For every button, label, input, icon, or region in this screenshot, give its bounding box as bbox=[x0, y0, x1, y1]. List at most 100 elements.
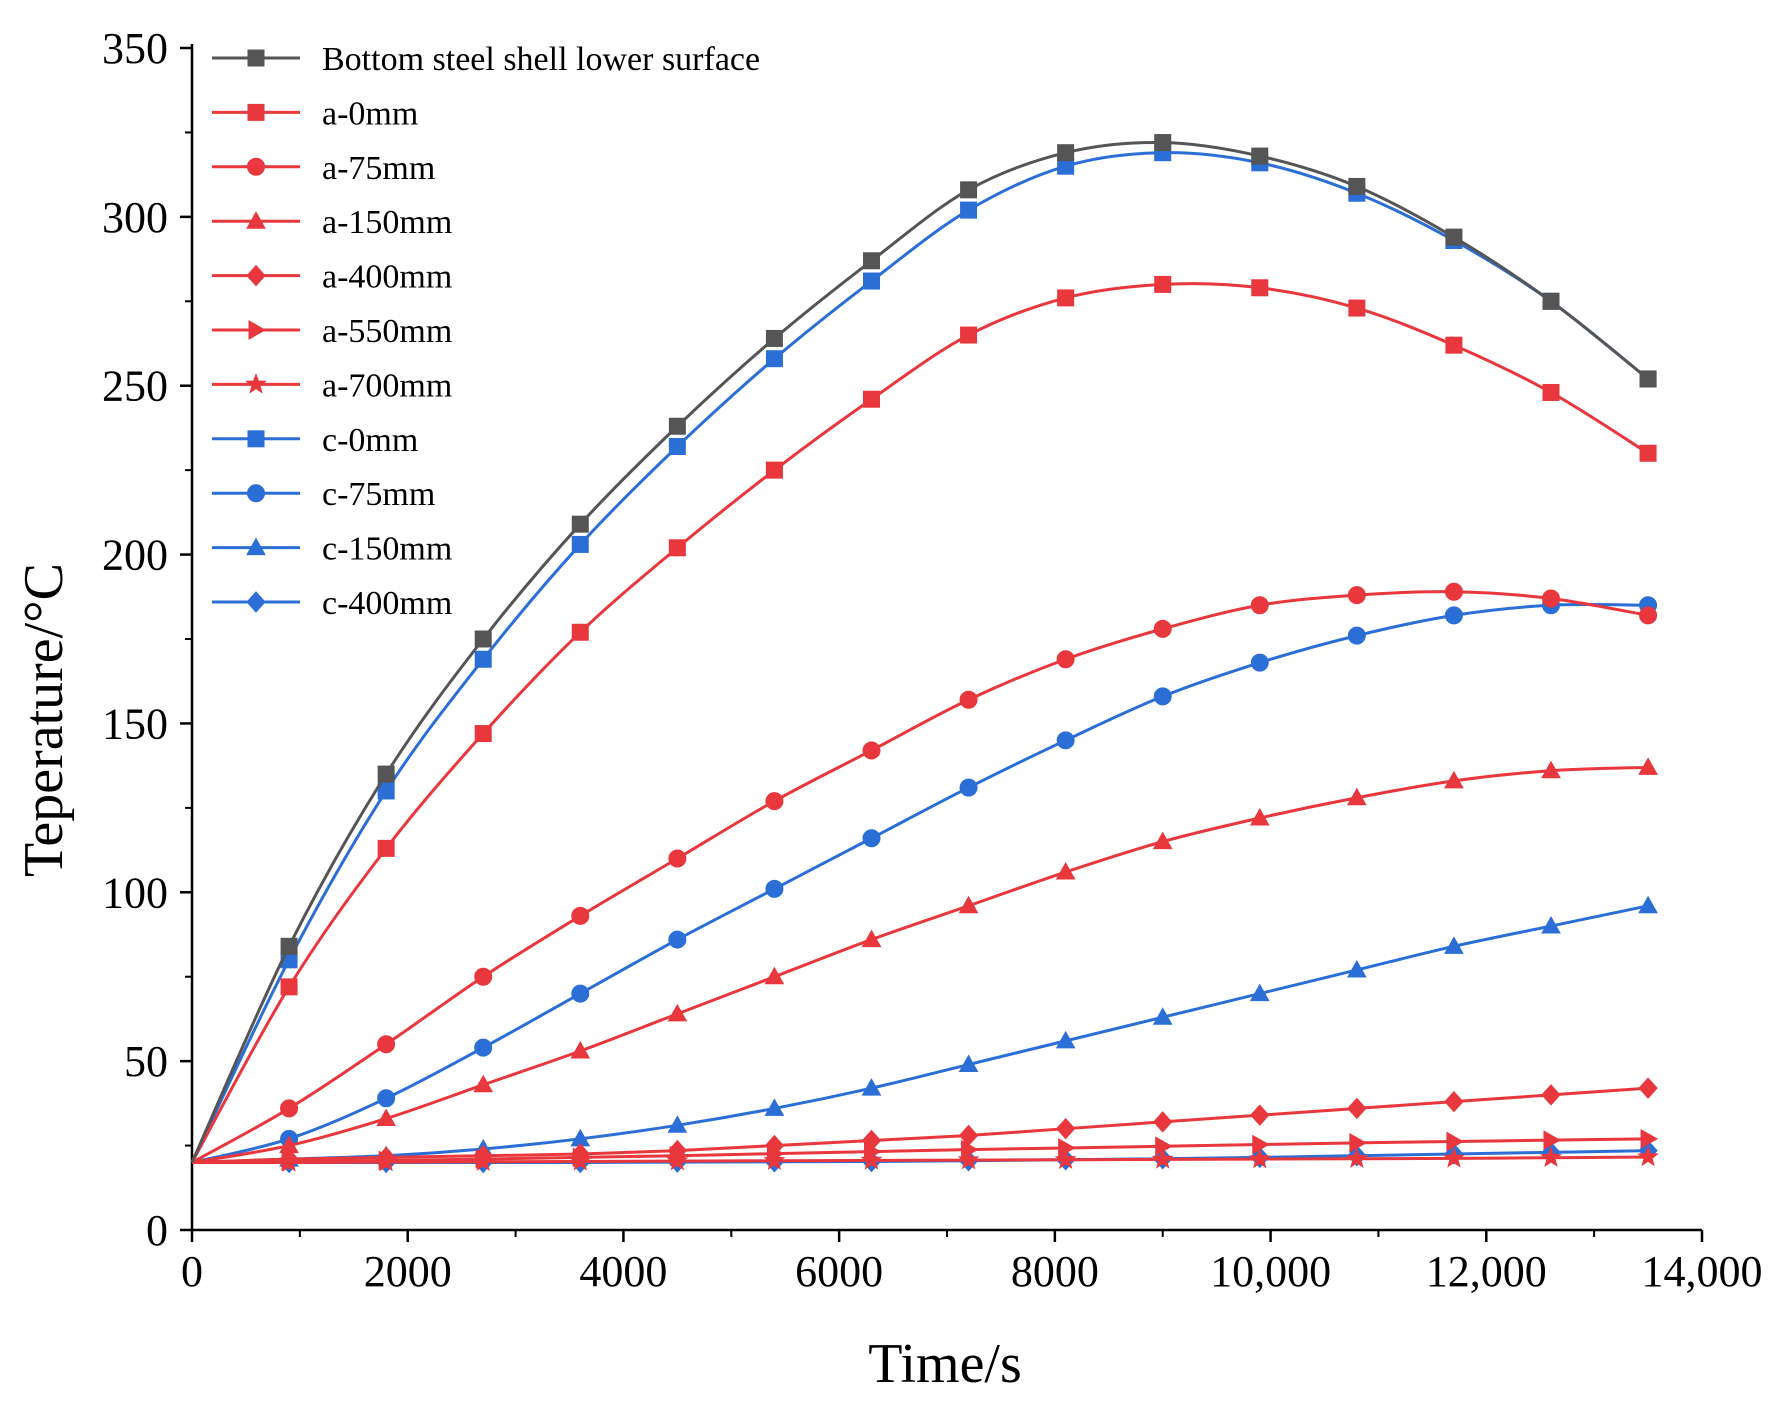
data-point-c-75mm bbox=[571, 984, 590, 1003]
data-point-a-550mm bbox=[1058, 1138, 1076, 1158]
series-bottom-steel-shell-lower-surface bbox=[190, 134, 1657, 1164]
series-a-400mm bbox=[191, 1077, 1658, 1170]
data-point-c-150mm bbox=[1444, 936, 1464, 954]
data-point-a-150mm bbox=[1152, 831, 1173, 850]
series-line-c-150mm bbox=[191, 904, 1649, 1164]
x-tick-label: 2000 bbox=[364, 1247, 452, 1296]
data-point-bottom-steel-shell-lower-surface bbox=[960, 181, 978, 199]
legend-marker bbox=[246, 537, 266, 556]
data-point-a-400mm bbox=[861, 1129, 882, 1152]
data-point-a-700mm bbox=[1151, 1147, 1174, 1169]
data-point-a-75mm bbox=[280, 1099, 299, 1118]
data-point-a-400mm bbox=[667, 1139, 688, 1162]
y-tick-label: 200 bbox=[102, 531, 168, 580]
data-point-a-700mm bbox=[1345, 1147, 1368, 1168]
data-point-bottom-steel-shell-lower-surface bbox=[1445, 228, 1463, 246]
legend-item-a-75mm: a-75mm bbox=[212, 150, 435, 187]
legend-marker bbox=[246, 264, 266, 287]
data-point-a-75mm bbox=[1056, 650, 1075, 669]
data-point-a-0mm bbox=[1542, 383, 1560, 401]
data-point-c-75mm bbox=[474, 1038, 493, 1057]
data-point-a-0mm bbox=[1251, 279, 1269, 297]
data-point-a-700mm bbox=[1540, 1146, 1562, 1167]
data-point-a-550mm bbox=[1349, 1133, 1367, 1153]
data-point-a-75mm bbox=[1542, 589, 1560, 608]
x-tick-label: 8000 bbox=[1011, 1247, 1099, 1296]
data-point-c-150mm bbox=[958, 1054, 979, 1073]
data-point-a-400mm bbox=[376, 1146, 396, 1169]
legend-label: c-400mm bbox=[322, 585, 452, 622]
data-point-a-400mm bbox=[1153, 1111, 1173, 1133]
y-tick-label: 350 bbox=[102, 24, 168, 73]
data-point-bottom-steel-shell-lower-surface bbox=[377, 765, 395, 783]
data-point-a-0mm bbox=[280, 978, 298, 996]
data-point-a-0mm bbox=[1057, 289, 1075, 307]
data-point-c-75mm bbox=[1347, 626, 1366, 645]
data-point-a-0mm bbox=[960, 326, 978, 344]
data-point-a-400mm bbox=[958, 1124, 979, 1147]
data-point-c-0mm bbox=[571, 535, 589, 553]
y-tick-label: 250 bbox=[102, 362, 168, 411]
x-tick-label: 6000 bbox=[795, 1247, 883, 1296]
axes-layer: 0 2000 4000 6000 8000 10,000 12,000 14,000 0 50 10… bbox=[102, 24, 1763, 1296]
data-point-a-150mm bbox=[1541, 760, 1561, 779]
data-point-c-75mm bbox=[862, 829, 881, 848]
data-point-c-150mm bbox=[667, 1115, 688, 1133]
data-point-a-75mm bbox=[1639, 606, 1658, 625]
x-tick-label: 10,000 bbox=[1210, 1247, 1331, 1296]
legend-label: a-700mm bbox=[322, 367, 452, 404]
data-point-a-150mm bbox=[376, 1108, 396, 1127]
data-point-a-150mm bbox=[1249, 807, 1270, 826]
series-c-0mm bbox=[190, 144, 1657, 1164]
legend-item-bottom-steel-shell-lower-surface: Bottom steel shell lower surface bbox=[212, 41, 760, 78]
data-point-c-150mm bbox=[861, 1078, 882, 1096]
data-point-bottom-steel-shell-lower-surface bbox=[1154, 134, 1172, 152]
data-point-c-0mm bbox=[863, 272, 880, 290]
data-point-a-150mm bbox=[473, 1074, 494, 1093]
series-line-a-150mm bbox=[191, 765, 1649, 1164]
data-point-a-150mm bbox=[1444, 770, 1464, 789]
data-point-c-0mm bbox=[765, 350, 783, 368]
data-point-a-550mm bbox=[1155, 1136, 1173, 1157]
data-point-a-75mm bbox=[765, 792, 784, 811]
legend-label: c-0mm bbox=[322, 422, 418, 459]
data-point-a-550mm bbox=[1252, 1134, 1270, 1155]
data-point-a-75mm bbox=[377, 1035, 396, 1054]
data-point-a-75mm bbox=[668, 849, 687, 868]
series-line-a-700mm bbox=[191, 1155, 1649, 1164]
data-point-a-0mm bbox=[1348, 299, 1366, 317]
legend-marker bbox=[247, 430, 265, 448]
data-point-c-75mm bbox=[668, 930, 687, 949]
data-point-a-0mm bbox=[1154, 275, 1172, 293]
data-point-a-0mm bbox=[863, 390, 880, 408]
data-point-c-150mm bbox=[1152, 1007, 1173, 1025]
legend-marker bbox=[247, 484, 265, 503]
legend-item-c-400mm: c-400mm bbox=[212, 585, 452, 622]
x-tick-label: 14,000 bbox=[1642, 1247, 1763, 1296]
series-line-a-550mm bbox=[191, 1137, 1649, 1164]
data-point-a-400mm bbox=[1347, 1097, 1367, 1120]
data-point-a-150mm bbox=[279, 1135, 299, 1154]
data-point-a-0mm bbox=[668, 539, 686, 557]
data-point-c-75mm bbox=[1056, 731, 1075, 750]
data-point-a-400mm bbox=[570, 1143, 590, 1165]
y-tick-label: 150 bbox=[102, 699, 168, 748]
data-point-c-150mm bbox=[764, 1098, 785, 1116]
data-point-bottom-steel-shell-lower-surface bbox=[863, 252, 880, 270]
data-point-c-150mm bbox=[1249, 983, 1270, 1002]
data-point-c-75mm bbox=[765, 879, 784, 898]
data-point-c-150mm bbox=[1055, 1030, 1076, 1049]
series-a-550mm bbox=[191, 1128, 1659, 1172]
data-point-a-550mm bbox=[961, 1139, 979, 1160]
data-point-bottom-steel-shell-lower-surface bbox=[1542, 292, 1560, 310]
series-a-75mm bbox=[191, 582, 1658, 1164]
legend-item-c-150mm: c-150mm bbox=[212, 531, 452, 568]
legend-label: c-150mm bbox=[322, 531, 452, 568]
data-point-a-0mm bbox=[377, 839, 395, 857]
data-point-c-150mm bbox=[1347, 959, 1367, 978]
data-point-bottom-steel-shell-lower-surface bbox=[765, 329, 783, 347]
data-point-a-75mm bbox=[571, 906, 590, 925]
data-point-a-75mm bbox=[1153, 619, 1172, 638]
data-point-a-400mm bbox=[1638, 1077, 1658, 1099]
